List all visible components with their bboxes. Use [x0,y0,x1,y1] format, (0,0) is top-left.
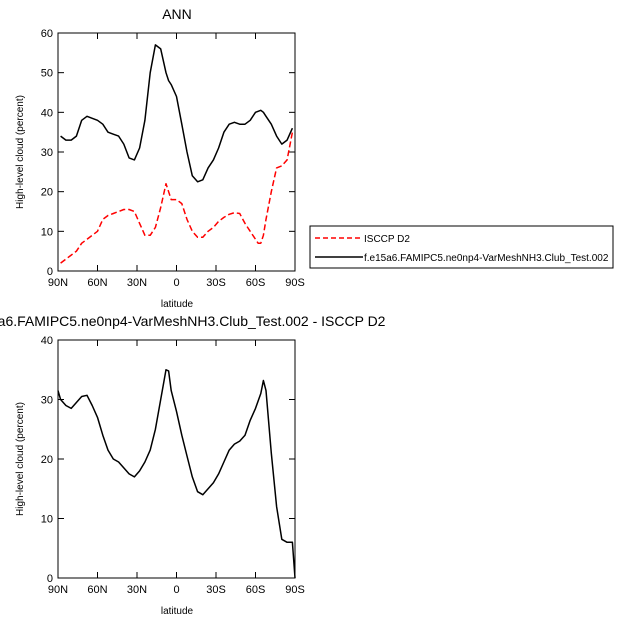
top-y-tick-label: 20 [41,187,53,199]
bottom-x-tick-label: 60N [87,584,107,596]
top-x-tick-label: 30S [206,277,226,289]
bottom-x-tick-label: 0 [173,584,179,596]
top-y-tick-label: 0 [47,266,53,278]
top-series-1-line [60,44,294,183]
bottom-axis-ticks: 90N 60N 30N 0 30S 60S 90S 0 10 20 30 40 [41,335,305,596]
top-series-group [60,44,294,264]
top-series-0-line [60,132,294,264]
top-y-tick-label: 50 [41,68,53,80]
bottom-x-tick-label: 30S [206,584,226,596]
top-y-axis-label: High-level cloud (percent) [15,95,26,209]
bottom-series-0-line [57,369,296,579]
bottom-x-tick-label: 90N [48,584,68,596]
top-chart-title: ANN [162,6,192,22]
top-panel: ANN 90N 60N 30N 0 30S 60S 90S 0 10 20 30 40 50 60 lat… [15,6,305,310]
top-x-tick-label: 90S [285,277,305,289]
legend-label-model: f.e15a6.FAMIPC5.ne0np4-VarMeshNH3.Club_T… [364,253,609,264]
legend-label-isccp: ISCCP D2 [364,234,410,245]
top-y-tick-label: 10 [41,226,53,238]
bottom-x-tick-label: 90S [285,584,305,596]
legend-box [309,225,614,269]
top-x-tick-label: 0 [173,277,179,289]
bottom-panel: f.e15a6.FAMIPC5.ne0np4-VarMeshNH3.Club_T… [0,313,386,617]
bottom-y-tick-label: 10 [41,514,53,526]
bottom-y-tick-label: 20 [41,454,53,466]
top-axis-ticks: 90N 60N 30N 0 30S 60S 90S 0 10 20 30 40 50 60 [41,28,305,289]
top-y-tick-label: 30 [41,147,53,159]
bottom-plot-frame [57,339,296,579]
top-x-tick-label: 90N [48,277,68,289]
bottom-x-axis-label: latitude [161,606,194,617]
top-y-tick-label: 60 [41,28,53,40]
bottom-y-tick-label: 30 [41,395,53,407]
bottom-y-axis-label: High-level cloud (percent) [15,402,26,516]
top-x-tick-label: 60S [246,277,266,289]
top-x-tick-label: 30N [127,277,147,289]
top-y-tick-label: 40 [41,107,53,119]
bottom-y-tick-label: 0 [47,573,53,585]
bottom-x-tick-label: 60S [246,584,266,596]
top-x-tick-label: 60N [87,277,107,289]
bottom-chart-title: f.e15a6.FAMIPC5.ne0np4-VarMeshNH3.Club_T… [0,313,386,329]
legend: ISCCP D2 f.e15a6.FAMIPC5.ne0np4-VarMeshN… [309,225,614,269]
top-x-axis-label: latitude [161,299,194,310]
top-plot-frame [57,32,296,272]
bottom-series-group [57,369,296,579]
bottom-x-tick-label: 30N [127,584,147,596]
bottom-y-tick-label: 40 [41,335,53,347]
